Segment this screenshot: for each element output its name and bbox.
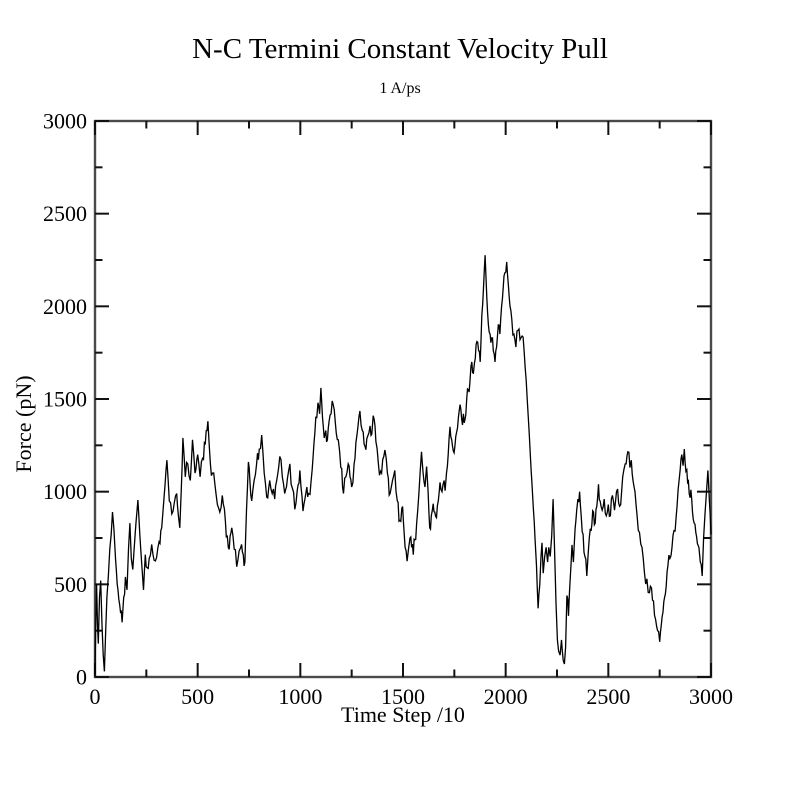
force-trace-line	[94, 255, 712, 675]
y-tick-label: 500	[54, 572, 87, 597]
chart-title: N-C Termini Constant Velocity Pull	[192, 33, 608, 65]
x-tick-label: 1500	[381, 684, 425, 709]
y-tick-label: 2000	[43, 294, 87, 319]
chart-subtitle: 1 A/ps	[379, 80, 421, 97]
plot-frame	[93, 119, 713, 679]
x-axis-title: Time Step /10	[341, 702, 465, 727]
x-tick-label: 2500	[586, 684, 630, 709]
x-tick-label: 3000	[689, 684, 733, 709]
y-tick-label: 2500	[43, 201, 87, 226]
x-tick-label: 2000	[484, 684, 528, 709]
x-tick-label: 0	[90, 684, 101, 709]
x-tick-label: 1000	[278, 684, 322, 709]
x-tick-label: 500	[181, 684, 214, 709]
y-tick-label: 1000	[43, 479, 87, 504]
y-tick-label: 3000	[43, 109, 87, 134]
y-tick-label: 1500	[43, 387, 87, 412]
y-tick-label: 0	[76, 665, 87, 690]
y-axis-title: Force (pN)	[11, 375, 36, 473]
